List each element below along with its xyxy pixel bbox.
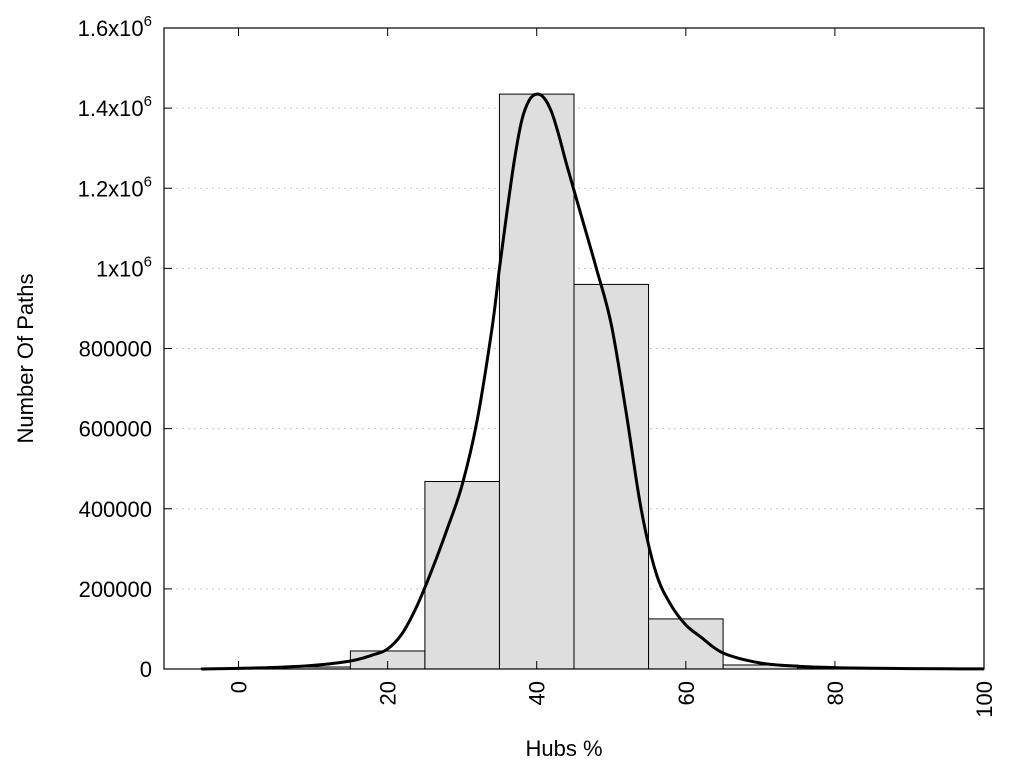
y-tick-label: 600000 bbox=[79, 417, 152, 442]
x-tick-label: 100 bbox=[972, 681, 997, 718]
x-tick-label: 40 bbox=[525, 681, 550, 705]
x-tick-labels: 0 20 40 60 80 100 bbox=[227, 681, 997, 718]
histogram-bar bbox=[424, 481, 500, 670]
y-tick-label: 200000 bbox=[79, 577, 152, 602]
x-tick-label: 0 bbox=[227, 681, 252, 693]
y-tick-label: 800000 bbox=[79, 337, 152, 362]
y-tick-label: 1.6x106 bbox=[78, 13, 152, 41]
y-tick-label: 1x106 bbox=[96, 253, 152, 281]
x-tick-label: 80 bbox=[823, 681, 848, 705]
x-axis-label: Hubs % bbox=[525, 736, 602, 761]
y-tick-label: 0 bbox=[140, 657, 152, 682]
density-curve bbox=[201, 92, 985, 671]
density-curve-layer bbox=[201, 92, 985, 671]
y-tick-label: 400000 bbox=[79, 497, 152, 522]
y-tick-label: 1.2x106 bbox=[78, 173, 152, 201]
axis-ticks bbox=[164, 27, 985, 670]
x-tick-label: 60 bbox=[674, 681, 699, 705]
x-tick-label: 20 bbox=[376, 681, 401, 705]
y-axis-label: Number Of Paths bbox=[13, 274, 38, 444]
histogram-bar bbox=[573, 283, 650, 670]
histogram-bars bbox=[200, 93, 985, 670]
y-tick-labels: 0 200000 400000 600000 800000 1x106 1.2x106 1.4… bbox=[78, 13, 152, 682]
y-tick-label: 1.4x106 bbox=[78, 93, 152, 121]
